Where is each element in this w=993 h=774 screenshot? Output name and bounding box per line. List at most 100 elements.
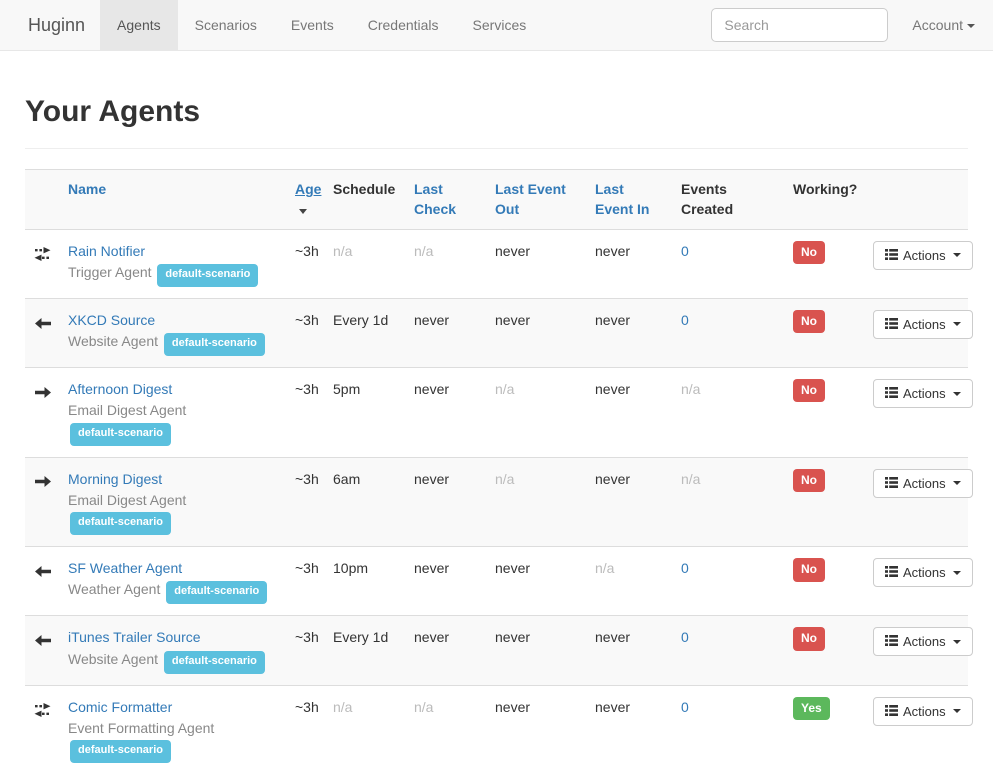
working-cell: No (785, 615, 865, 686)
direction-cell (25, 456, 60, 547)
actions-dropdown-button[interactable]: Actions (873, 379, 973, 409)
events-created-link[interactable]: 0 (681, 629, 689, 646)
actions-cell: Actions (865, 615, 973, 686)
agent-name-cell: iTunes Trailer Source Website Agent defau… (60, 615, 287, 686)
brand[interactable]: Huginn (28, 15, 86, 35)
schedule-cell: n/a (333, 242, 353, 259)
agent-name-cell: Rain Notifier Trigger Agent default-scena… (60, 229, 287, 298)
last-event-out-sort-link[interactable]: Last Event Out (495, 181, 566, 218)
table-row: Afternoon Digest Email Digest Agent defau… (25, 367, 973, 458)
list-icon (885, 317, 898, 332)
chevron-down-icon (952, 253, 961, 258)
search-input[interactable] (711, 8, 889, 42)
sort-descending-icon (299, 209, 307, 215)
agent-name-link[interactable]: Comic Formatter (68, 698, 173, 715)
schedule-cell: Every 1d (325, 297, 406, 368)
last-event-in-cell: never (587, 684, 673, 774)
list-icon (885, 386, 898, 401)
col-header-working: Working? (785, 169, 865, 230)
agent-name-cell: Comic Formatter Event Formatting Agent de… (60, 684, 287, 774)
age-cell: ~3h (287, 367, 325, 458)
actions-button-label: Actions (903, 565, 946, 581)
agent-type-label: Website Agent (68, 650, 162, 667)
agent-name-link[interactable]: Morning Digest (68, 470, 163, 487)
agent-name-link[interactable]: iTunes Trailer Source (68, 629, 201, 646)
events-created-cell: 0 (673, 546, 785, 616)
last-event-in-cell: never (587, 615, 673, 686)
age-sort-link[interactable]: Age (295, 181, 322, 197)
actions-dropdown-button[interactable]: Actions (873, 309, 973, 339)
tab-services[interactable]: Services (472, 17, 527, 33)
agent-name-link[interactable]: SF Weather Agent (68, 560, 183, 577)
agent-name-link[interactable]: Afternoon Digest (68, 381, 173, 398)
last-event-in-cell: never (587, 367, 673, 458)
tab-events[interactable]: Events (290, 17, 334, 33)
actions-cell: Actions (865, 456, 973, 547)
agent-name-link[interactable]: Rain Notifier (68, 242, 146, 259)
scenario-badge[interactable]: default-scenario (157, 263, 259, 287)
working-status-badge: No (793, 558, 825, 582)
page-container: Your Agents Name Age Schedule Last Check… (25, 95, 973, 774)
last-event-out-cell: never (495, 242, 531, 259)
scenario-badge[interactable]: default-scenario (70, 512, 171, 536)
last-check-cell: never (406, 546, 487, 616)
events-created-cell: 0 (673, 615, 785, 686)
actions-dropdown-button[interactable]: Actions (873, 240, 973, 270)
last-event-in-sort-link[interactable]: Last Event In (595, 181, 650, 218)
scenario-badge[interactable]: default-scenario (163, 333, 265, 357)
events-created-cell: 0 (673, 684, 785, 774)
actions-dropdown-button[interactable]: Actions (873, 558, 973, 588)
chevron-down-icon (952, 481, 961, 486)
agent-name-cell: XKCD Source Website Agent default-scenari… (60, 297, 287, 368)
account-label: Account (912, 17, 963, 33)
name-sort-link[interactable]: Name (68, 181, 107, 197)
working-cell: No (785, 297, 865, 368)
last-check-cell: n/a (414, 242, 434, 259)
tab-scenarios[interactable]: Scenarios (194, 17, 257, 33)
table-header-row: Name Age Schedule Last Check Last Event … (25, 169, 968, 230)
actions-cell: Actions (865, 367, 973, 458)
navbar-right: Account (711, 0, 993, 50)
scenario-badge[interactable]: default-scenario (70, 422, 171, 446)
age-cell: ~3h (287, 546, 325, 616)
age-cell: ~3h (287, 684, 325, 774)
actions-cell: Actions (865, 684, 973, 774)
agent-name-cell: Afternoon Digest Email Digest Agent defau… (60, 367, 287, 458)
last-check-cell: never (406, 456, 487, 547)
actions-button-label: Actions (903, 634, 946, 650)
actions-button-label: Actions (903, 247, 946, 263)
table-row: Rain Notifier Trigger Agent default-scena… (25, 229, 973, 298)
col-header-events-created: Events Created (673, 169, 785, 230)
events-created-link[interactable]: 0 (681, 560, 689, 577)
last-check-sort-link[interactable]: Last Check (414, 181, 457, 218)
direction-cell (25, 546, 60, 616)
scenario-badge[interactable]: default-scenario (166, 581, 268, 605)
events-created-link[interactable]: 0 (681, 242, 689, 259)
last-check-cell: never (406, 367, 487, 458)
working-cell: Yes (785, 684, 865, 774)
top-navbar: Huginn Agents Scenarios Events Credentia… (0, 0, 993, 51)
actions-dropdown-button[interactable]: Actions (873, 627, 973, 657)
agent-type-label: Email Digest Agent (68, 402, 187, 419)
chevron-down-icon (952, 639, 961, 644)
tab-agents[interactable]: Agents (100, 0, 178, 50)
last-event-in-cell: never (587, 456, 673, 547)
working-cell: No (785, 456, 865, 547)
events-created-link[interactable]: 0 (681, 311, 689, 328)
scenario-badge[interactable]: default-scenario (70, 740, 171, 764)
tab-credentials[interactable]: Credentials (367, 17, 439, 33)
actions-dropdown-button[interactable]: Actions (873, 468, 973, 498)
events-created-link[interactable]: 0 (681, 698, 689, 715)
last-check-cell: never (406, 297, 487, 368)
age-cell: ~3h (287, 297, 325, 368)
working-status-badge: No (793, 468, 825, 492)
actions-dropdown-button[interactable]: Actions (873, 696, 973, 726)
direction-cell (25, 684, 60, 774)
account-menu[interactable]: Account (912, 17, 975, 33)
agent-name-link[interactable]: XKCD Source (68, 311, 156, 328)
exchange-icon (34, 245, 51, 261)
events-created-cell: n/a (673, 456, 785, 547)
chevron-down-icon (952, 322, 961, 327)
scenario-badge[interactable]: default-scenario (163, 650, 265, 674)
main-nav-tabs: Agents Scenarios Events Credentials Serv… (100, 0, 543, 50)
